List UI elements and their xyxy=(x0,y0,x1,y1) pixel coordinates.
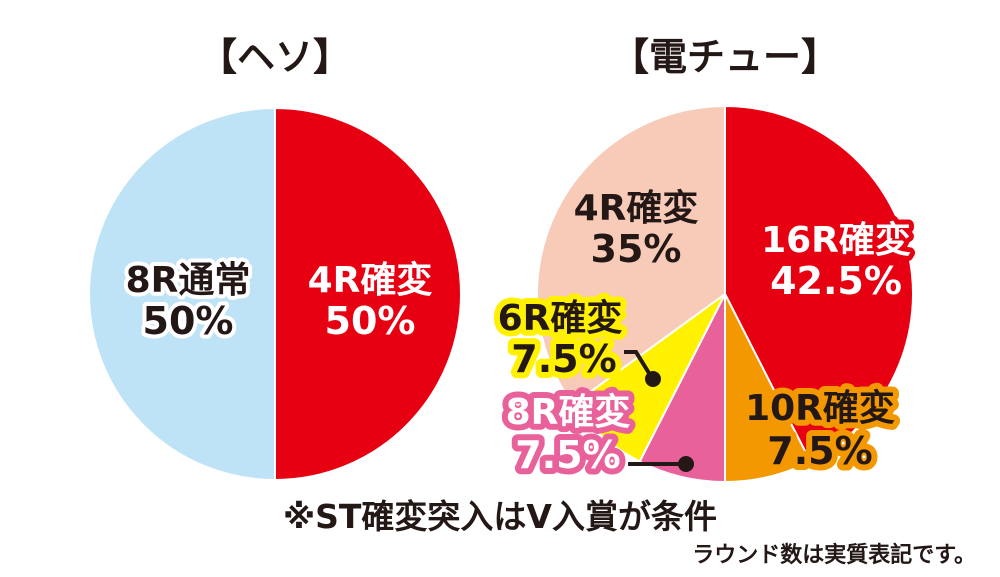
hesso-value-4r: 50% xyxy=(325,299,416,343)
leader-8r-dot xyxy=(678,456,694,472)
footnote-round-note: ラウンド数は実質表記です。 xyxy=(692,542,976,568)
denchu-value-10r: 7.5% xyxy=(767,429,872,473)
denchu-value-16r: 42.5% xyxy=(770,259,902,303)
denchu-label-4r: 4R確変 xyxy=(574,187,699,229)
leader-6r xyxy=(624,350,654,380)
denchu-label-10r: 10R確変 xyxy=(745,387,895,429)
footnote-v-entry: ※ST確変突入はV入賞が条件 xyxy=(283,497,717,536)
denchu-label-16r: 16R確変 xyxy=(761,219,911,261)
hesso-slice-1 xyxy=(88,106,276,482)
denchu-value-6r: 7.5% xyxy=(511,337,616,381)
leader-6r-dot xyxy=(645,371,661,387)
hesso-slice-0 xyxy=(274,106,462,482)
callout-leaders xyxy=(624,350,694,472)
hesso-label-8r: 8R通常 xyxy=(126,260,251,301)
denchu-chart-title: 【電チュー】 xyxy=(611,35,839,79)
hesso-pie xyxy=(88,106,462,482)
denchu-label-8r: 8R確変 xyxy=(506,391,631,433)
denchu-slice-4 xyxy=(536,104,726,406)
denchu-value-4r: 35% xyxy=(591,227,682,271)
hesso-label-4r: 4R確変 xyxy=(308,259,433,301)
denchu-value-8r: 7.5% xyxy=(515,433,620,477)
denchu-slice-0 xyxy=(724,104,914,463)
hesso-chart-title: 【ヘソ】 xyxy=(199,35,351,79)
hesso-value-8r: 50% xyxy=(143,299,234,343)
denchu-label-6r: 6R確変 xyxy=(498,297,623,339)
